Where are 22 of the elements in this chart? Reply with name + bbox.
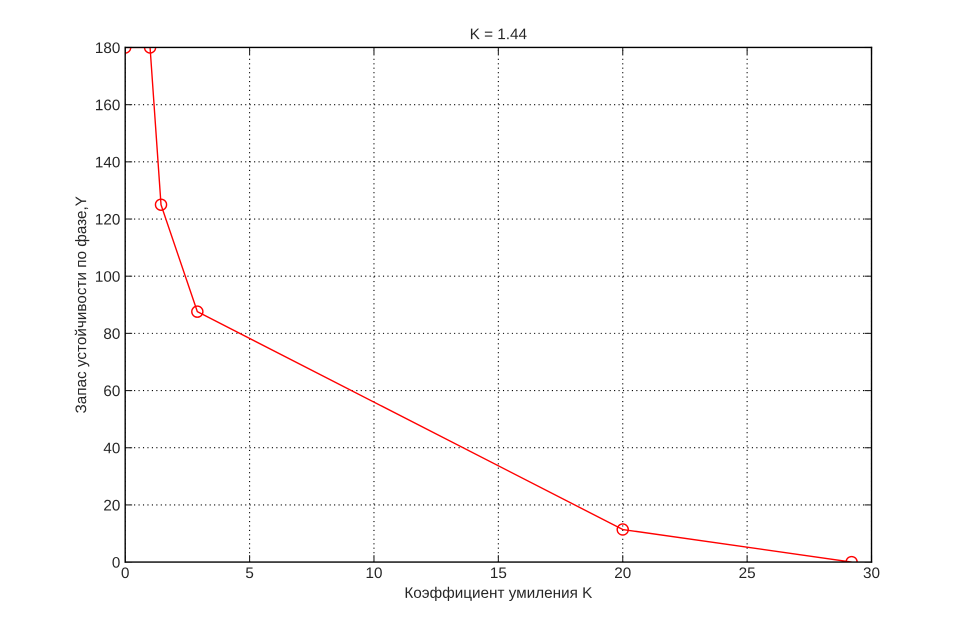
x-tick-label: 25 xyxy=(739,567,755,578)
x-tick-label: 20 xyxy=(615,567,631,578)
x-tick-label: 5 xyxy=(246,568,254,578)
y-tick-label: 180 xyxy=(96,42,120,54)
x-axis-title: Коэффициент умиления K xyxy=(406,586,592,602)
x-tick-label: 10 xyxy=(366,567,382,578)
y-tick-label: 60 xyxy=(104,385,120,396)
y-tick-label: 0 xyxy=(112,556,120,568)
point xyxy=(154,198,168,211)
y-tick-label: 40 xyxy=(104,442,120,454)
y-tick-label: 20 xyxy=(104,500,120,511)
y-tick-label: 120 xyxy=(96,214,120,225)
y-tick-label: 160 xyxy=(96,100,120,110)
y-tick-label: 80 xyxy=(104,328,120,340)
x-tick-label: 0 xyxy=(122,567,129,578)
point xyxy=(191,305,204,318)
y-axis-title: Запас устойчивости по фазе,Y xyxy=(74,196,90,413)
y-tick-label: 140 xyxy=(96,156,120,168)
x-tick-label: 30 xyxy=(864,567,880,578)
x-tick-label: 15 xyxy=(491,568,506,578)
y-tick-label: 100 xyxy=(96,271,120,282)
chart-title: K = 1.44 xyxy=(470,28,527,40)
